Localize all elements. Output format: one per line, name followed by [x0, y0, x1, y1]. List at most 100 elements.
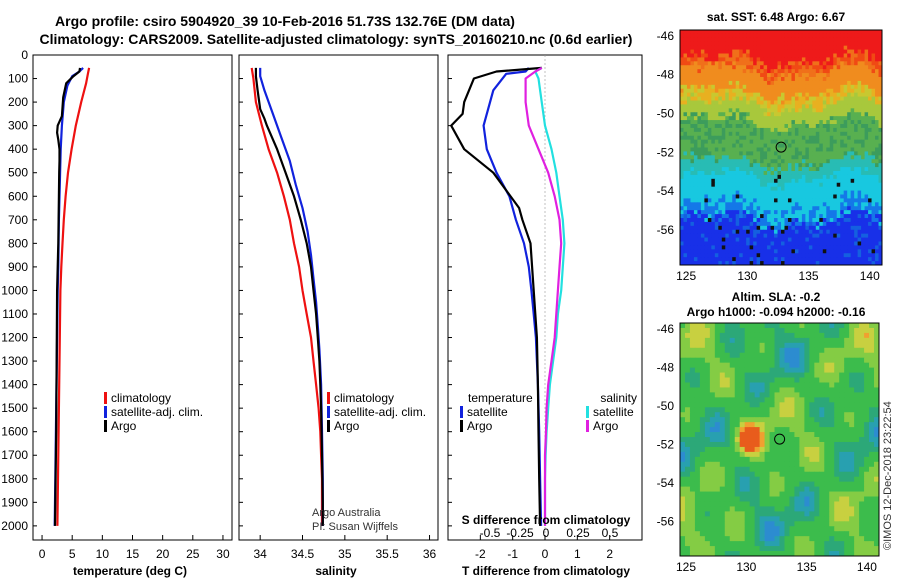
heatmap-cell [693, 237, 698, 242]
heatmap-cell [787, 202, 792, 207]
heatmap-cell [777, 69, 782, 74]
difference-series-group [450, 66, 566, 526]
heatmap-cell [732, 171, 737, 176]
heatmap-cell [694, 387, 701, 393]
heatmap-cell [728, 174, 733, 180]
heatmap-cell [728, 225, 733, 231]
heatmap-cell [874, 397, 880, 403]
heatmap-cell [694, 372, 701, 378]
heatmap-cell [814, 466, 820, 473]
heatmap-cell [686, 49, 691, 54]
heatmap-cell [714, 229, 719, 235]
heatmap-cell [875, 206, 879, 211]
heatmap-cell [843, 190, 848, 195]
heatmap-cell [742, 92, 747, 97]
heatmap-cell [781, 108, 785, 113]
heatmap-cell [777, 108, 782, 113]
heatmap-cell [861, 112, 865, 117]
heatmap-cell [754, 466, 761, 473]
heatmap-cell [690, 33, 695, 39]
heatmap-cell [690, 73, 695, 78]
heatmap-cell [694, 342, 701, 349]
heatmap-cell [735, 198, 740, 203]
heatmap-cell [683, 210, 688, 215]
heatmap-cell [854, 471, 860, 478]
heatmap-cell [874, 362, 880, 369]
heatmap-cell [709, 327, 716, 334]
heatmap-cell [805, 88, 810, 94]
heatmap-cell [753, 57, 758, 62]
heatmap-cell [721, 33, 726, 39]
heatmap-cell [680, 397, 686, 403]
heatmap-cell [847, 139, 852, 144]
heatmap-cell [686, 108, 691, 113]
heatmap-cell [749, 186, 754, 191]
heatmap-cell [854, 456, 860, 463]
heatmap-cell [739, 417, 746, 423]
heatmap-cell [824, 456, 830, 463]
heatmap-cell [784, 257, 789, 262]
heatmap-cell [732, 100, 737, 105]
heatmap-cell [683, 65, 688, 70]
heatmap-cell [770, 61, 775, 66]
heatmap-cell [812, 257, 817, 262]
heatmap-cell [724, 407, 731, 413]
heatmap-cell [725, 73, 730, 78]
heatmap-cell [774, 96, 778, 101]
heatmap-cell [719, 367, 726, 373]
heatmap-cell [739, 446, 746, 453]
heatmap-cell [689, 362, 696, 369]
heatmap-cell [798, 65, 803, 70]
heatmap-cell [829, 323, 835, 329]
heatmap-cell [767, 206, 771, 211]
heatmap-cell [756, 171, 761, 176]
heatmap-cell [859, 441, 865, 448]
heatmap-cell [847, 92, 852, 97]
heatmap-cell [700, 108, 705, 113]
heatmap-cell [735, 233, 740, 238]
heatmap-cell [767, 84, 771, 90]
heatmap-cell [868, 186, 872, 191]
heatmap-cell [794, 73, 799, 78]
heatmap-cell [822, 65, 827, 70]
heatmap-cell [684, 412, 691, 418]
heatmap-cell [869, 397, 875, 403]
heatmap-cell [732, 194, 737, 199]
heatmap-cell [760, 229, 764, 235]
heatmap-cell [836, 112, 841, 117]
heatmap-cell [784, 65, 789, 70]
heatmap-cell [690, 214, 695, 219]
heatmap-cell [808, 151, 813, 156]
heatmap-cell [829, 261, 834, 266]
heatmap-cell [718, 159, 723, 164]
heatmap-cell [805, 171, 810, 176]
heatmap-cell [819, 151, 824, 156]
heatmap-cell [794, 100, 799, 105]
heatmap-cell [849, 362, 855, 369]
heatmap-cell [801, 96, 806, 101]
heatmap-cell [739, 237, 744, 242]
heatmap-cell [791, 120, 796, 125]
heatmap-cell [798, 77, 803, 82]
heatmap-cell [725, 45, 730, 50]
heatmap-cell [756, 100, 761, 105]
heatmap-cell [794, 323, 800, 329]
heatmap-cell [794, 80, 799, 86]
heatmap-cell [784, 108, 789, 113]
heatmap-cell [826, 116, 831, 121]
heatmap-cell [689, 332, 696, 339]
heatmap-cell [739, 53, 744, 58]
heatmap-cell [718, 210, 723, 215]
heatmap-cell [686, 190, 691, 195]
heatmap-cell [819, 456, 825, 463]
heatmap-cell [798, 147, 803, 152]
heatmap-cell [749, 108, 754, 113]
heatmap-cell [686, 100, 691, 105]
heatmap-cell [693, 104, 698, 109]
heatmap-cell [711, 69, 716, 74]
heatmap-cell [704, 225, 709, 231]
heatmap-cell [812, 143, 817, 148]
heatmap-cell [742, 116, 747, 121]
heatmap-cell [794, 57, 799, 62]
heatmap-cell [749, 432, 756, 438]
